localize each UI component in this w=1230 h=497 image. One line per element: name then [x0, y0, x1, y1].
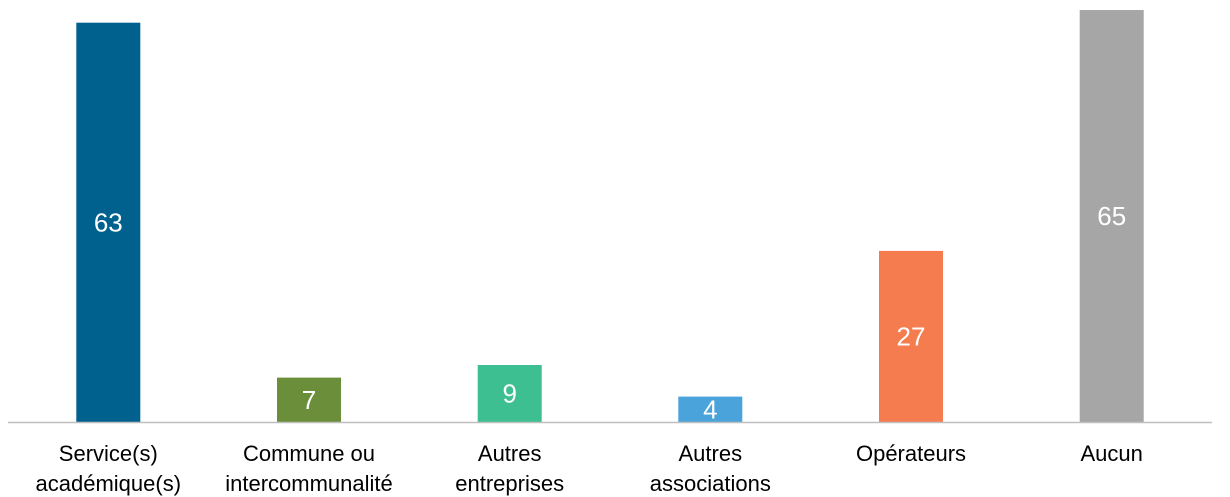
category-label-3: Autres associations: [650, 441, 771, 496]
category-label-line: Aucun: [1081, 441, 1143, 466]
category-label-line: Autres: [478, 441, 542, 466]
bar-2: [477, 365, 542, 422]
category-label-4: Opérateurs: [856, 441, 966, 466]
bars-group: 63 7 9 4 27 65: [76, 10, 1144, 424]
bar-value-label-5: 65: [1097, 201, 1126, 231]
category-label-line: intercommunalité: [225, 471, 393, 496]
bar-value-label-2: 9: [502, 379, 516, 409]
category-label-1: Commune ou intercommunalité: [225, 441, 393, 496]
bar-0: [76, 22, 141, 422]
bar-value-label-0: 63: [94, 207, 123, 237]
bar-value-label-1: 7: [302, 385, 316, 415]
category-labels-group: Service(s) académique(s) Commune ou interco…: [36, 441, 1143, 496]
bar-1: [277, 377, 341, 422]
category-label-line: entreprises: [455, 471, 564, 496]
category-label-line: Service(s): [59, 441, 158, 466]
category-label-2: Autres entreprises: [455, 441, 564, 496]
bar-5: [1079, 10, 1144, 422]
category-label-line: Autres: [679, 441, 743, 466]
category-label-line: Commune ou: [243, 441, 375, 466]
category-label-5: Aucun: [1081, 441, 1143, 466]
bar-4: [879, 250, 943, 422]
category-label-line: Opérateurs: [856, 441, 966, 466]
category-label-line: académique(s): [36, 471, 182, 496]
bar-value-label-4: 27: [897, 321, 926, 351]
bar-3: [678, 396, 743, 422]
category-label-line: associations: [650, 471, 771, 496]
category-label-0: Service(s) académique(s): [36, 441, 182, 496]
bar-value-label-3: 4: [703, 394, 717, 424]
